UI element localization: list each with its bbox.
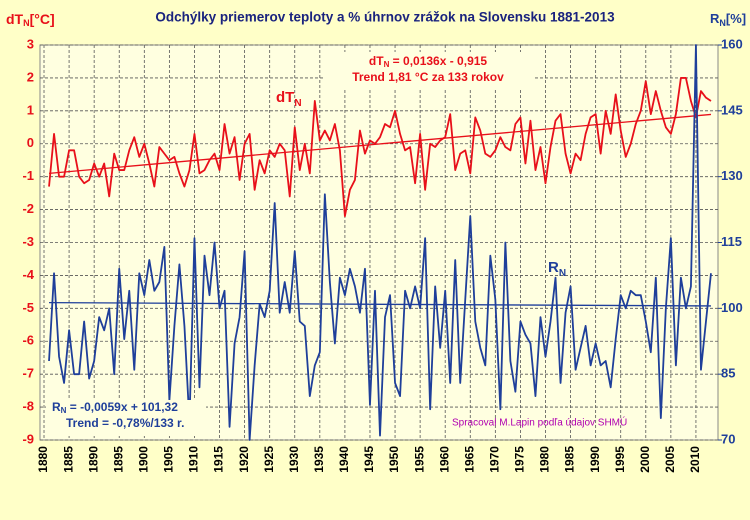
label-part: R [548, 259, 559, 276]
y-tick-label: -5 [22, 300, 34, 315]
series-label: RN [548, 259, 566, 279]
plot-layer [40, 44, 722, 441]
y-tick-label: -9 [22, 431, 34, 446]
y-tick-label: -3 [22, 234, 34, 249]
data-line [48, 77, 712, 218]
x-tick-label: 1935 [312, 446, 326, 473]
y2-tick-label: 130 [721, 168, 743, 183]
y2-tick-label: 115 [721, 234, 742, 249]
y-tick-label: 3 [27, 36, 34, 51]
y2-tick-label: 145 [721, 102, 743, 117]
label-part: [%] [726, 11, 746, 26]
x-tick-label: 2000 [638, 446, 652, 473]
x-tick-label: 1895 [111, 446, 125, 473]
label-part: = -0,0059x + 101,32 [66, 400, 178, 414]
x-tick-label: 1960 [437, 446, 451, 473]
x-tick-label: 1905 [162, 446, 176, 473]
x-tick-label: 2010 [688, 446, 702, 473]
y-tick-label: -2 [22, 201, 34, 216]
y-tick-label: -6 [22, 333, 34, 348]
label-part: R [710, 11, 720, 26]
chart-title: Odchýlky priemerov teploty a % úhrnov zr… [155, 10, 615, 25]
x-tick-label: 1940 [337, 446, 351, 473]
data-line [48, 44, 712, 441]
series-label: dTN [276, 89, 302, 109]
x-tick-label: 1885 [61, 446, 75, 473]
x-tick-label: 1930 [287, 446, 301, 473]
x-tick-label: 1975 [513, 446, 527, 473]
x-tick-label: 1970 [488, 446, 502, 473]
label-part: dT [276, 89, 294, 106]
x-tick-label: 1945 [362, 446, 376, 473]
label-sub: N [23, 18, 30, 28]
y2-tick-label: 100 [721, 300, 743, 315]
y-axis-label: dTN[°C] [6, 11, 55, 29]
label-part: dT [6, 11, 24, 27]
x-tick-label: 1995 [613, 446, 627, 473]
x-tick-label: 1915 [212, 446, 226, 473]
label-part: = 0,0136x - 0,915 [389, 54, 487, 68]
label-sub: N [61, 406, 67, 415]
label-sub: N [719, 18, 726, 28]
y-tick-label: -7 [22, 366, 34, 381]
label-sub: N [384, 60, 390, 69]
x-tick-label: 1950 [387, 446, 401, 473]
annotation: Trend = -0,78%/133 r. [66, 416, 184, 430]
label-sub: N [294, 98, 301, 109]
y2-tick-label: 85 [721, 366, 735, 381]
annotation-box [325, 52, 535, 88]
x-tick-label: 1990 [588, 446, 602, 473]
label-part: [°C] [30, 11, 55, 27]
x-tick-label: 1980 [538, 446, 552, 473]
y2-tick-label: 160 [721, 36, 743, 51]
x-tick-label: 1925 [262, 446, 276, 473]
y2-tick-label: 70 [721, 431, 735, 446]
y2-axis-label: RN[%] [710, 11, 746, 28]
y-tick-label: -1 [22, 168, 34, 183]
annotation: Trend 1,81 °C za 133 rokov [352, 70, 504, 84]
credit: Spracoval M.Lapin podľa údajov SHMÚ [452, 416, 627, 429]
x-tick-label: 2005 [663, 446, 677, 473]
label-part: dT [369, 54, 384, 68]
x-tick-label: 1910 [187, 446, 201, 473]
label-part: R [52, 400, 61, 414]
x-tick-label: 1955 [412, 446, 426, 473]
y-tick-label: -4 [22, 267, 34, 282]
y-tick-label: -8 [22, 399, 34, 414]
x-tick-label: 1985 [563, 446, 577, 473]
label-sub: N [559, 268, 566, 279]
trend-line [48, 113, 712, 175]
equation: dTN = 0,0136x - 0,915 [369, 54, 488, 69]
y-tick-label: 1 [27, 102, 34, 117]
x-tick-label: 1880 [36, 446, 50, 473]
equation: RN = -0,0059x + 101,32 [52, 400, 178, 415]
trend-line [49, 301, 711, 307]
y-tick-label: 0 [27, 135, 34, 150]
x-tick-label: 1900 [136, 446, 150, 473]
x-tick-label: 1965 [462, 446, 476, 473]
annotation-box [46, 400, 206, 436]
x-tick-label: 1890 [86, 446, 100, 473]
y-tick-label: 2 [27, 69, 34, 84]
x-tick-label: 1920 [237, 446, 251, 473]
